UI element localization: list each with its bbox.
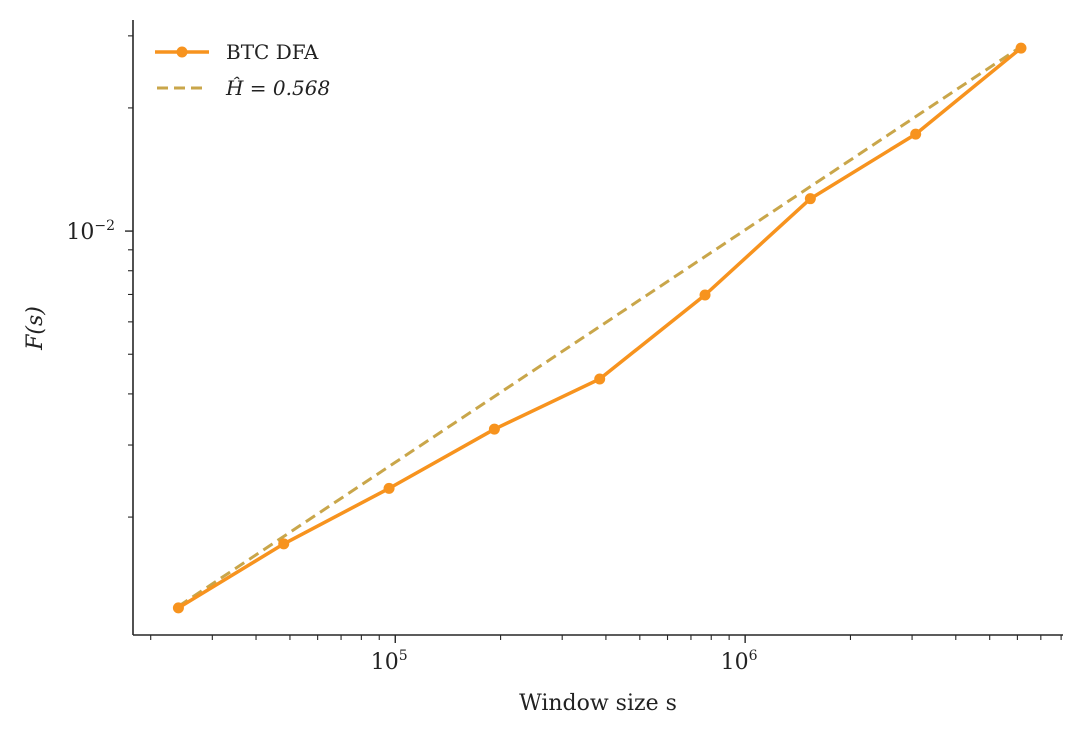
btc-dfa-point [172,602,184,614]
btc-dfa-point [594,373,606,385]
fit-line [177,45,1022,608]
btc-dfa-point [804,193,816,205]
legend: BTC DFA Ĥ = 0.568 [155,40,330,100]
btc-dfa-point [910,128,922,140]
btc-dfa-point [488,423,500,435]
y-axis-label: F(s) [23,306,48,351]
btc-dfa-point [383,482,395,494]
legend-label-fit: Ĥ = 0.568 [225,76,330,100]
major-ticks: 105 106 10−2 [66,218,757,675]
x-tick-label: 106 [721,648,758,675]
btc-dfa-point [699,289,711,301]
btc-dfa-point [278,538,290,550]
plot-area [172,42,1027,614]
minor-ticks [128,35,1062,640]
legend-marker-btc-dfa [176,46,188,58]
btc-dfa-point [1015,42,1027,54]
x-axis-label: Window size s [519,691,677,716]
legend-label-btc-dfa: BTC DFA [226,40,319,64]
x-tick-label: 105 [371,648,408,675]
y-tick-label: 10−2 [66,218,115,245]
